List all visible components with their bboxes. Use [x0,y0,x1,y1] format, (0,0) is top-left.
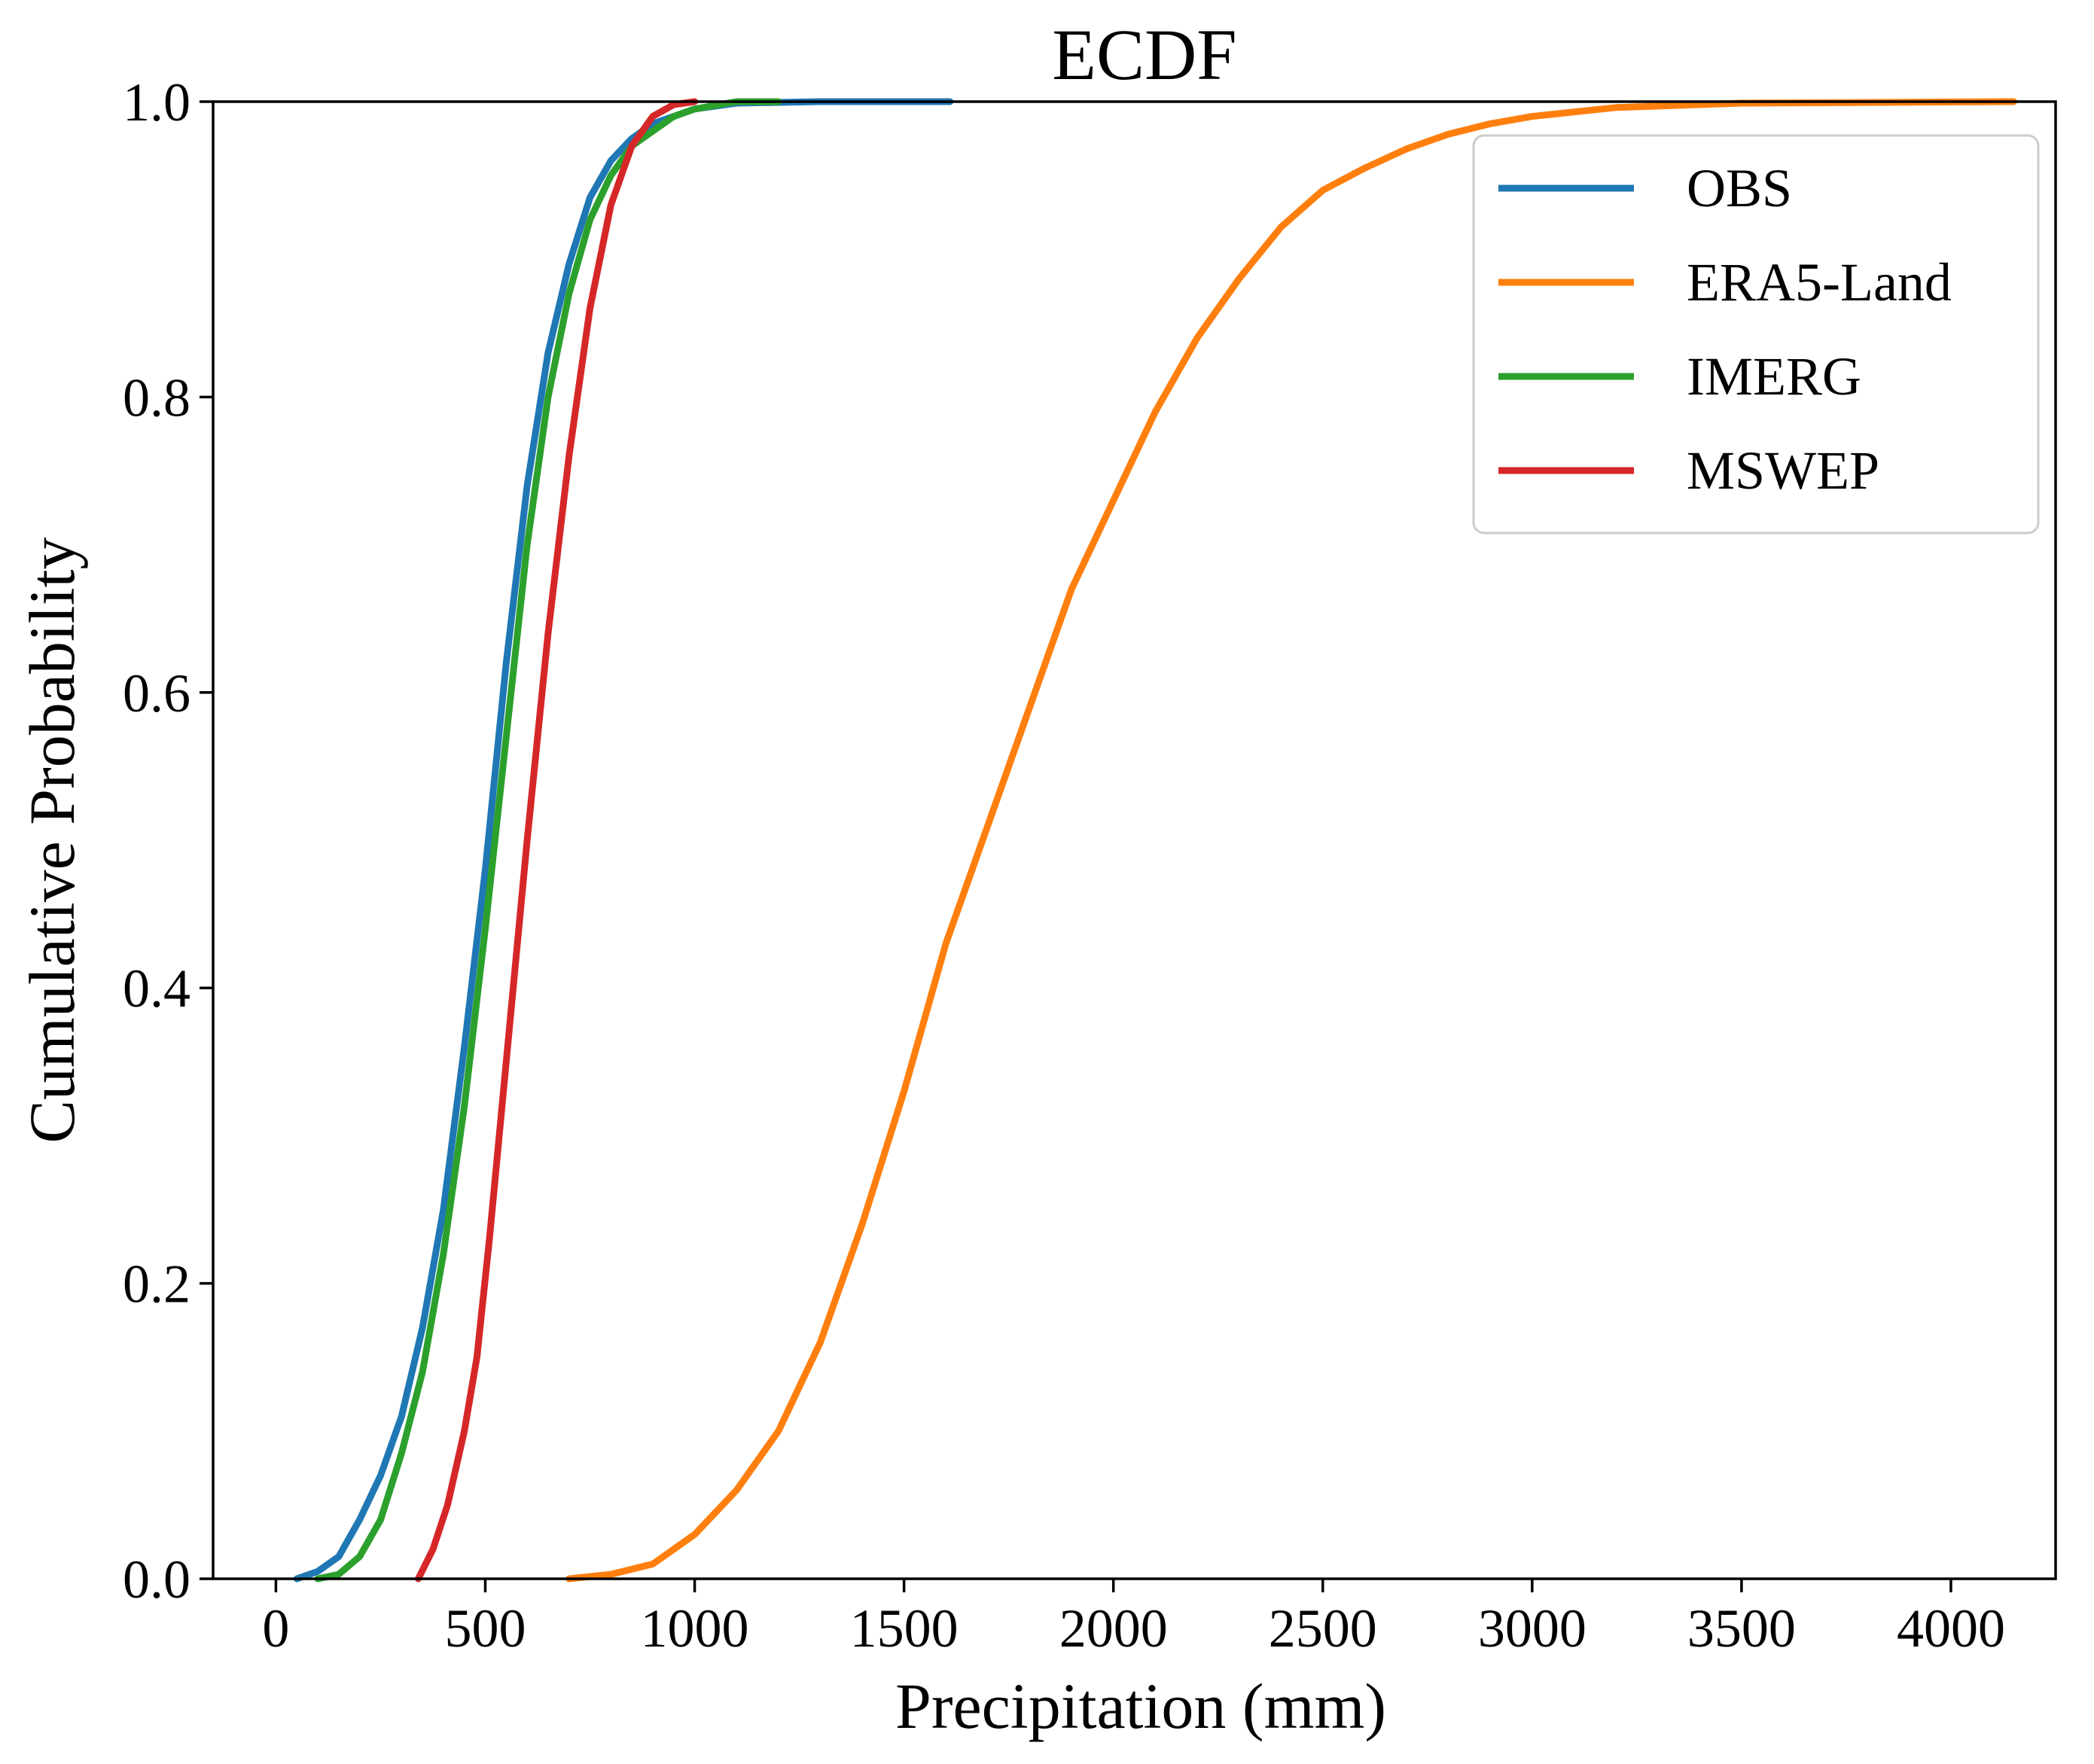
x-tick-label: 0 [262,1598,289,1659]
chart-title: ECDF [1052,14,1236,95]
legend-label-mswep: MSWEP [1687,440,1879,501]
legend-label-obs: OBS [1687,158,1792,218]
x-tick-label: 4000 [1897,1598,2005,1659]
legend-label-imerg: IMERG [1687,346,1861,407]
series-line-era5-land [565,98,2017,1583]
series-line-imerg [314,98,782,1583]
legend-label-era5-land: ERA5-Land [1687,252,1952,312]
x-tick-label: 2000 [1059,1598,1168,1659]
series-line-mswep [415,98,699,1583]
y-tick-label: 0.4 [123,958,191,1019]
x-axis-label: Precipitation (mm) [895,1670,1386,1742]
plot-frame [212,100,2057,1580]
y-axis-label: Cumulative Probability [16,538,88,1144]
y-tick-label: 0.6 [123,663,191,724]
y-tick-label: 0.2 [123,1254,191,1315]
x-axis: 0 500 1000 1500 2000 2500 3000 3500 4000 [262,1579,2005,1659]
x-tick-label: 1000 [641,1598,749,1659]
y-tick-label: 0.0 [123,1549,191,1610]
y-tick-label: 1.0 [123,72,191,133]
x-tick-label: 500 [444,1598,526,1659]
x-tick-label: 3500 [1687,1598,1796,1659]
legend: OBS ERA5-Land IMERG MSWEP [1472,134,2040,535]
x-tick-label: 3000 [1478,1598,1587,1659]
series-layer [293,98,2017,1583]
y-axis: 0.0 0.2 0.4 0.6 0.8 1.0 [123,72,213,1610]
x-tick-label: 1500 [850,1598,959,1659]
x-tick-label: 2500 [1269,1598,1377,1659]
legend-box [1472,134,2040,535]
y-tick-label: 0.8 [123,367,191,428]
